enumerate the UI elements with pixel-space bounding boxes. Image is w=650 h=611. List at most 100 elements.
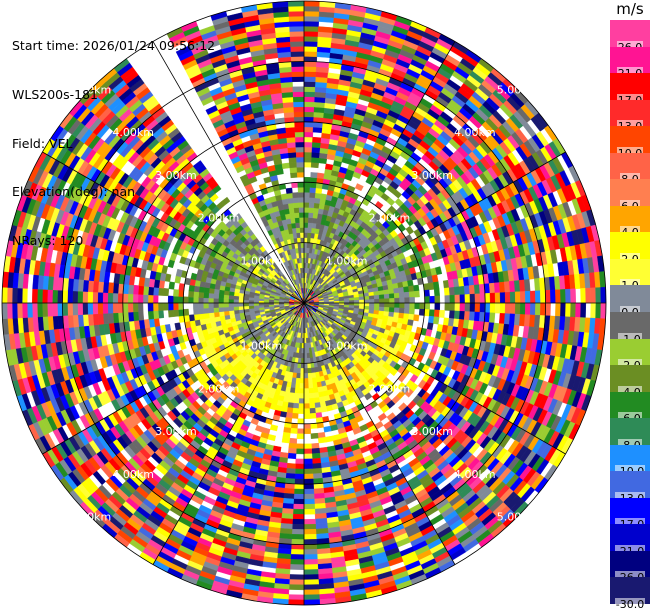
range-gate-cell xyxy=(304,92,315,97)
range-gate-cell xyxy=(315,402,321,408)
range-gate-cell xyxy=(308,383,313,388)
range-gate-cell xyxy=(307,363,311,368)
range-gate-cell xyxy=(475,294,480,303)
range-gate-cell xyxy=(304,529,316,534)
range-gate-cell xyxy=(459,311,465,320)
range-gate-cell xyxy=(288,448,296,454)
range-gate-cell xyxy=(304,464,313,469)
range-gate-cell xyxy=(299,388,304,393)
range-gate-cell xyxy=(304,600,320,605)
range-gate-cell xyxy=(304,207,309,212)
range-gate-cell xyxy=(379,303,384,307)
range-gate-cell xyxy=(304,217,308,222)
range-gate-cell xyxy=(398,287,404,293)
range-gate-cell xyxy=(304,82,316,87)
range-gate-cell xyxy=(415,303,420,309)
range-gate-cell xyxy=(545,303,550,316)
range-gate-cell xyxy=(449,287,455,295)
range-gate-cell xyxy=(405,303,410,309)
range-gate-cell xyxy=(168,310,174,317)
range-gate-cell xyxy=(288,397,294,403)
range-gate-cell xyxy=(409,291,414,297)
range-gate-cell xyxy=(290,564,304,569)
range-gate-cell xyxy=(304,469,313,474)
range-gate-cell xyxy=(138,311,144,320)
range-gate-cell xyxy=(304,142,312,147)
range-gate-cell xyxy=(294,494,304,499)
range-gate-cell xyxy=(304,534,316,539)
range-gate-cell xyxy=(313,468,322,474)
range-gate-cell xyxy=(304,544,317,549)
range-gate-cell xyxy=(304,499,315,504)
range-gate-cell xyxy=(304,504,315,509)
range-gate-cell xyxy=(304,449,312,454)
range-gate-cell xyxy=(309,398,315,403)
range-gate-cell xyxy=(312,137,321,143)
range-gate-cell xyxy=(292,534,304,539)
range-gate-cell xyxy=(304,202,309,207)
range-gate-cell xyxy=(311,373,315,378)
range-gate-cell xyxy=(570,289,575,303)
range-gate-cell xyxy=(445,303,450,311)
range-gate-cell xyxy=(374,295,379,299)
range-gate-cell xyxy=(308,223,312,228)
range-gate-cell xyxy=(325,436,333,442)
range-gate-cell xyxy=(304,66,316,71)
range-gate-cell xyxy=(394,303,399,308)
range-gate-cell xyxy=(364,300,369,303)
range-gate-cell xyxy=(309,202,315,207)
range-gate-cell xyxy=(520,303,525,315)
range-gate-cell xyxy=(304,182,310,187)
range-gate-cell xyxy=(153,311,159,319)
range-gate-cell xyxy=(296,449,304,454)
range-gate-cell xyxy=(369,303,374,307)
range-gate-cell xyxy=(309,197,315,202)
range-gate-cell xyxy=(311,157,319,163)
range-gate-cell xyxy=(297,429,304,434)
range-gate-cell xyxy=(304,6,320,11)
range-gate-cell xyxy=(296,444,304,449)
range-gate-cell xyxy=(317,173,324,179)
range-gate-cell xyxy=(304,579,319,584)
range-gate-cell xyxy=(591,303,596,318)
range-gate-cell xyxy=(304,152,312,157)
range-gate-cell xyxy=(289,584,304,589)
range-gate-cell xyxy=(470,303,475,312)
range-gate-cell xyxy=(355,183,363,190)
range-gate-cell xyxy=(291,544,304,549)
range-gate-cell xyxy=(304,363,307,368)
range-gate-cell xyxy=(403,286,409,292)
range-gate-cell xyxy=(128,312,134,321)
range-gate-cell xyxy=(394,293,399,298)
range-gate-cell xyxy=(304,238,307,243)
range-gate-cell xyxy=(304,509,315,514)
range-gate-cell xyxy=(354,303,359,306)
range-gate-cell xyxy=(308,388,313,393)
range-gate-cell xyxy=(304,112,314,117)
range-gate-cell xyxy=(565,303,570,317)
range-gate-cell xyxy=(310,192,316,197)
range-gate-cell xyxy=(316,412,323,418)
range-gate-cell xyxy=(289,579,304,584)
range-gate-cell xyxy=(525,291,530,303)
range-gate-cell xyxy=(520,291,525,303)
range-gate-cell xyxy=(601,303,606,319)
range-gate-cell xyxy=(229,307,234,311)
range-gate-cell xyxy=(470,294,475,303)
range-gate-cell xyxy=(469,312,475,321)
range-gate-cell xyxy=(359,303,364,306)
range-gate-cell xyxy=(304,137,313,142)
range-gate-cell xyxy=(310,413,316,418)
range-gate-cell xyxy=(304,595,320,600)
range-gate-cell xyxy=(314,203,320,209)
range-gate-cell xyxy=(404,292,409,298)
range-gate-cell xyxy=(515,292,520,303)
range-gate-cell xyxy=(294,489,304,494)
range-gate-cell xyxy=(379,290,385,295)
range-gate-cell xyxy=(314,488,324,494)
range-gate-cell xyxy=(408,286,414,292)
range-gate-cell xyxy=(403,314,409,320)
range-gate-cell xyxy=(399,292,404,298)
range-gate-cell xyxy=(535,303,540,315)
range-gate-cell xyxy=(288,595,304,600)
